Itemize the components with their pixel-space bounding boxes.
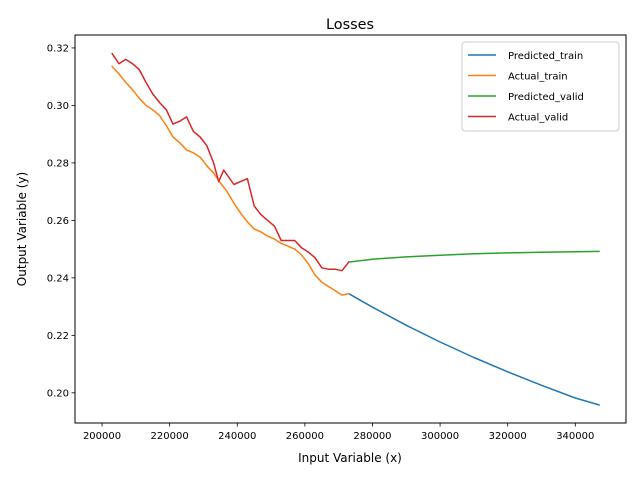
legend-label-2: Predicted_valid [508, 92, 584, 103]
x-tick-label: 220000 [151, 431, 189, 442]
legend-frame [461, 41, 620, 132]
x-tick-label: 280000 [353, 431, 391, 442]
legend-label-1: Actual_train [508, 72, 568, 83]
legend-label-3: Actual_valid [508, 113, 568, 124]
series-layer [111, 52, 600, 406]
x-tick-label: 200000 [83, 431, 121, 442]
series-line-2 [347, 250, 600, 263]
y-tick-label: 0.24 [47, 273, 69, 284]
x-axis-label: Input Variable (x) [298, 451, 402, 465]
y-tick-label: 0.30 [47, 101, 69, 112]
y-tick-label: 0.20 [47, 388, 69, 399]
chart-title: Losses [326, 17, 374, 33]
y-tick-label: 0.28 [47, 158, 69, 169]
series-line-0 [347, 292, 600, 406]
series-line-1 [111, 65, 350, 296]
y-axis: 0.20 0.22 0.24 0.26 0.28 0.30 0.32 [47, 44, 75, 399]
x-tick-label: 340000 [556, 431, 594, 442]
y-axis-label: Output Variable (y) [15, 172, 29, 286]
y-tick-label: 0.32 [47, 44, 69, 55]
legend: Predicted_train Actual_train Predicted_val… [461, 41, 620, 132]
x-tick-label: 240000 [218, 431, 256, 442]
y-tick-label: 0.22 [47, 331, 69, 342]
plot-frame [74, 34, 627, 424]
plot-area [74, 34, 627, 424]
y-tick-label: 0.26 [47, 216, 69, 227]
series-line-3 [111, 52, 350, 272]
x-tick-label: 300000 [421, 431, 459, 442]
x-tick-label: 320000 [489, 431, 527, 442]
x-axis: 200000 220000 240000 260000 280000 300000 3200… [83, 423, 594, 442]
x-tick-label: 260000 [286, 431, 324, 442]
legend-label-0: Predicted_train [508, 51, 583, 62]
